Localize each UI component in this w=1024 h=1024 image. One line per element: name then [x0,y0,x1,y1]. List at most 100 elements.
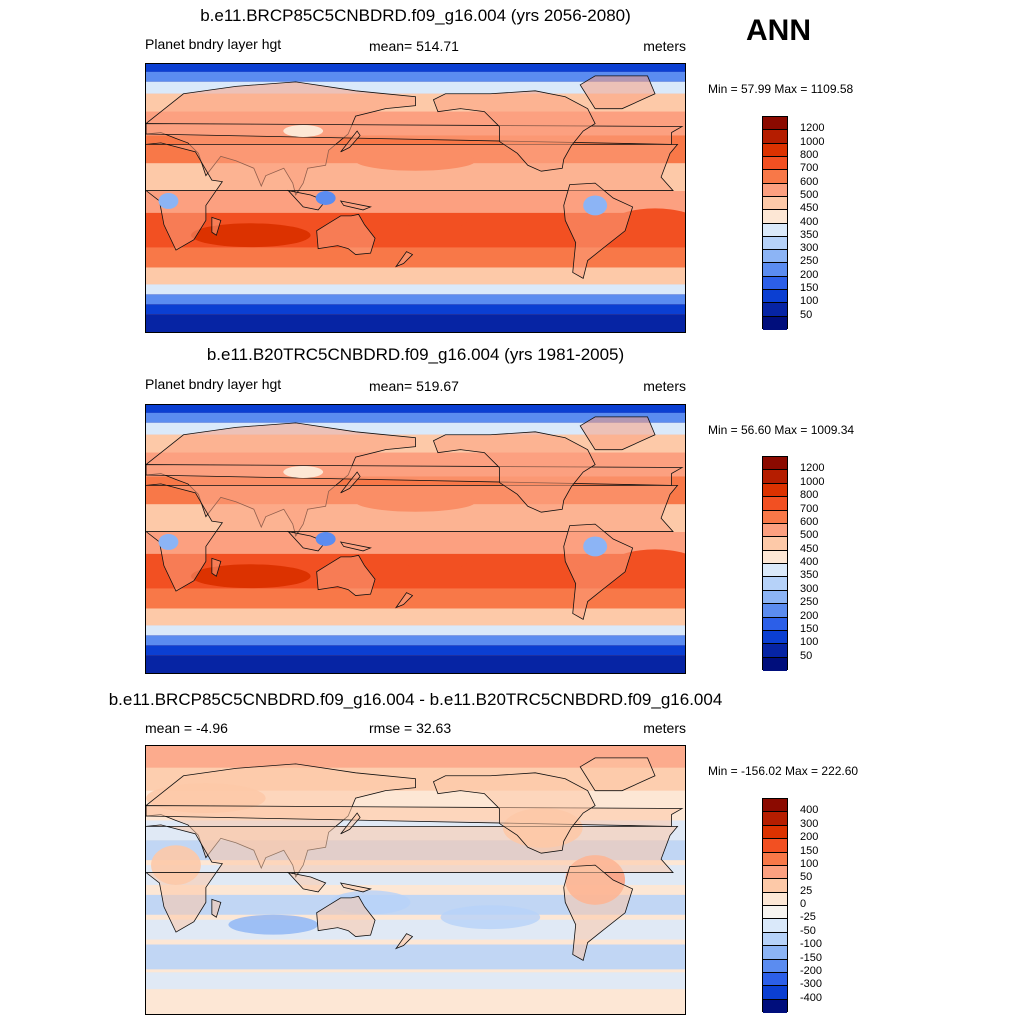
colorbar-swatch [763,263,787,277]
panel-2-title: b.e11.B20TRC5CNBDRD.f09_g16.004 (yrs 198… [206,345,625,364]
colorbar-swatch [763,196,787,211]
field-patch [615,549,685,574]
colorbar-swatch [763,290,787,304]
field-band [146,422,685,435]
panel-1-colorbar [762,116,788,330]
field-band [146,71,685,82]
colorbar-swatch [763,210,787,224]
panel-1-minmax: Min = 57.99 Max = 1109.58 [708,82,854,96]
colorbar-tick-label: 400 [800,804,819,817]
coastline [316,895,376,937]
coastline [579,757,656,792]
colorbar-swatch [763,497,787,511]
colorbar-tick-label: 150 [800,622,819,635]
colorbar-swatch [763,972,787,987]
field-band [146,972,685,990]
panel-2-minmax: Min = 56.60 Max = 1009.34 [708,423,855,437]
colorbar-tick-label: 800 [800,148,819,161]
field-band [146,314,685,332]
field-band [146,294,685,305]
colorbar-tick-label: 600 [800,175,819,188]
field-patch [583,536,608,557]
colorbar-swatch [763,657,787,671]
season-label: ANN [746,14,811,47]
panel-3-map [145,745,686,1015]
coastline [316,554,376,596]
colorbar-tick-label: -300 [800,978,823,991]
coastline [287,871,327,893]
panel-1-variable-label: Planet bndry layer hgt [145,36,282,52]
coastline [579,416,656,451]
colorbar-swatch [763,250,787,264]
colorbar-swatch [763,170,787,184]
field-band [146,655,685,673]
coastline [394,251,414,268]
field-patch [315,532,336,546]
field-patch [440,905,541,930]
colorbar-tick-label: -50 [800,924,816,937]
colorbar-tick-label: 150 [800,282,819,295]
colorbar-tick-label: 100 [800,857,819,870]
colorbar-tick-label: -400 [800,991,823,1004]
colorbar-tick-label: 700 [800,162,819,175]
colorbar-swatch [763,523,787,538]
field-patch [615,208,685,233]
coastline [340,130,361,153]
field-band [146,412,685,423]
colorbar-tick-label: 1000 [800,135,825,148]
field-band [146,746,685,768]
colorbar-tick-label: 300 [800,242,819,255]
field-band [146,944,685,970]
field-band [146,304,685,315]
colorbar-swatch [763,143,787,157]
colorbar-tick-label: 250 [800,596,819,609]
colorbar-swatch [763,470,787,484]
panel-3-rmse: rmse = 32.63 [369,720,452,736]
colorbar-tick-label: 400 [800,556,819,568]
colorbar-swatch [763,812,787,826]
colorbar-swatch [763,865,787,880]
colorbar-swatch [763,537,787,551]
coastline [287,189,327,211]
colorbar-swatch [763,946,787,960]
coastline [432,431,596,513]
coastline [211,557,222,577]
colorbar-swatch [763,223,787,237]
colorbar-swatch [763,316,787,330]
colorbar-tick-label: 450 [800,202,819,215]
field-band [146,64,685,72]
field-band [146,645,685,656]
field-patch [158,534,179,550]
colorbar-swatch [763,457,787,471]
colorbar-tick-label: 300 [800,817,819,830]
field-patch [158,193,179,209]
field-band [146,625,685,636]
colorbar-tick-label: 1200 [800,462,825,475]
field-band [146,894,685,915]
panel-2-units: meters [643,378,686,394]
colorbar-tick-label: 1200 [800,122,825,135]
field-patch [315,191,336,205]
colorbar-swatch [763,906,787,920]
colorbar-swatch [763,156,787,171]
colorbar-swatch [763,550,787,564]
colorbar-tick-label: 200 [800,609,819,622]
colorbar-tick-label: 200 [800,831,819,844]
colorbar-swatch [763,919,787,933]
colorbar-tick-label: 350 [800,228,819,241]
colorbar-swatch [763,799,787,813]
colorbar-swatch [763,879,787,893]
colorbar-tick-label: 300 [800,582,819,595]
panel-3-mean: mean = -4.96 [145,720,228,736]
panel-3-title: b.e11.BRCP85C5CNBDRD.f09_g16.004 - b.e11… [108,690,723,709]
colorbar-tick-label: 400 [800,215,819,228]
colorbar-tick-label: 700 [800,502,819,515]
coastline [211,216,222,236]
field-patch [283,466,324,478]
coastline [432,90,596,172]
coastline [563,182,634,280]
colorbar-tick-label: 250 [800,255,819,268]
colorbar-swatch [763,577,787,591]
colorbar-tick-label: -25 [800,911,816,924]
colorbar-tick-label: 50 [800,871,813,884]
